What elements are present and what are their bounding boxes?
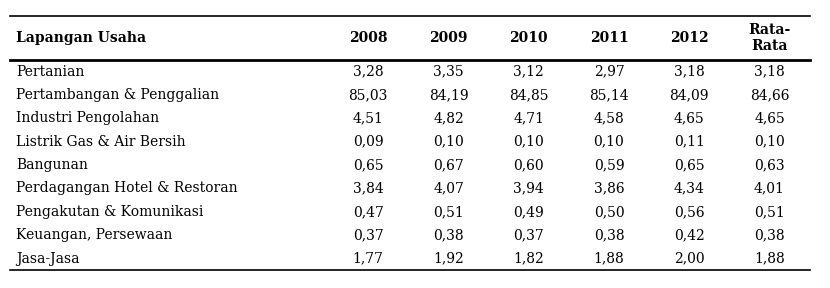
Text: Rata-
Rata: Rata- Rata	[749, 23, 791, 53]
Text: 0,10: 0,10	[754, 135, 785, 149]
Text: Pengakutan & Komunikasi: Pengakutan & Komunikasi	[17, 205, 203, 219]
Text: 0,65: 0,65	[674, 158, 705, 172]
Text: 3,84: 3,84	[353, 181, 383, 196]
Text: 3,35: 3,35	[433, 65, 464, 79]
Text: 3,86: 3,86	[593, 181, 624, 196]
Text: 1,77: 1,77	[353, 252, 383, 266]
Text: 4,07: 4,07	[433, 181, 464, 196]
Text: 0,42: 0,42	[674, 228, 705, 242]
Text: 2,00: 2,00	[674, 252, 705, 266]
Text: 1,88: 1,88	[593, 252, 624, 266]
Text: 0,49: 0,49	[514, 205, 544, 219]
Text: 1,92: 1,92	[433, 252, 464, 266]
Text: 4,65: 4,65	[754, 111, 785, 125]
Text: 0,67: 0,67	[433, 158, 464, 172]
Text: Pertanian: Pertanian	[17, 65, 85, 79]
Text: 0,11: 0,11	[674, 135, 705, 149]
Text: 0,38: 0,38	[433, 228, 464, 242]
Text: 0,51: 0,51	[433, 205, 464, 219]
Text: 0,37: 0,37	[514, 228, 544, 242]
Text: 3,12: 3,12	[514, 65, 544, 79]
Text: 3,18: 3,18	[674, 65, 705, 79]
Text: 2008: 2008	[349, 31, 388, 45]
Text: 0,51: 0,51	[754, 205, 785, 219]
Text: 0,60: 0,60	[514, 158, 544, 172]
Text: Listrik Gas & Air Bersih: Listrik Gas & Air Bersih	[17, 135, 186, 149]
Text: 0,38: 0,38	[754, 228, 785, 242]
Text: 0,56: 0,56	[674, 205, 705, 219]
Text: 84,19: 84,19	[428, 88, 468, 102]
Text: 4,82: 4,82	[433, 111, 464, 125]
Text: 2,97: 2,97	[593, 65, 624, 79]
Text: 4,71: 4,71	[513, 111, 544, 125]
Text: Industri Pengolahan: Industri Pengolahan	[17, 111, 159, 125]
Text: 0,10: 0,10	[433, 135, 464, 149]
Text: 0,09: 0,09	[353, 135, 383, 149]
Text: 0,37: 0,37	[353, 228, 383, 242]
Text: 0,50: 0,50	[593, 205, 624, 219]
Text: 3,18: 3,18	[754, 65, 785, 79]
Text: Jasa-Jasa: Jasa-Jasa	[17, 252, 80, 266]
Text: 84,09: 84,09	[670, 88, 709, 102]
Text: 4,65: 4,65	[674, 111, 705, 125]
Text: Bangunan: Bangunan	[17, 158, 88, 172]
Text: 4,58: 4,58	[593, 111, 624, 125]
Text: 0,47: 0,47	[353, 205, 383, 219]
Text: 2011: 2011	[589, 31, 628, 45]
Text: Perdagangan Hotel & Restoran: Perdagangan Hotel & Restoran	[17, 181, 238, 196]
Text: 2012: 2012	[670, 31, 709, 45]
Text: 85,03: 85,03	[349, 88, 388, 102]
Text: 1,82: 1,82	[514, 252, 544, 266]
Text: 2010: 2010	[510, 31, 548, 45]
Text: 0,38: 0,38	[593, 228, 624, 242]
Text: 4,01: 4,01	[754, 181, 785, 196]
Text: Lapangan Usaha: Lapangan Usaha	[17, 31, 146, 45]
Text: 0,65: 0,65	[353, 158, 383, 172]
Text: Pertambangan & Penggalian: Pertambangan & Penggalian	[17, 88, 219, 102]
Text: 0,63: 0,63	[754, 158, 785, 172]
Text: 4,51: 4,51	[353, 111, 383, 125]
Text: 2009: 2009	[429, 31, 468, 45]
Text: 3,28: 3,28	[353, 65, 383, 79]
Text: 84,85: 84,85	[509, 88, 549, 102]
Text: 0,10: 0,10	[514, 135, 544, 149]
Text: 0,10: 0,10	[593, 135, 624, 149]
Text: 0,59: 0,59	[593, 158, 624, 172]
Text: 4,34: 4,34	[674, 181, 705, 196]
Text: Keuangan, Persewaan: Keuangan, Persewaan	[17, 228, 173, 242]
Text: 3,94: 3,94	[514, 181, 544, 196]
Text: 85,14: 85,14	[589, 88, 629, 102]
Text: 84,66: 84,66	[749, 88, 789, 102]
Text: 1,88: 1,88	[754, 252, 785, 266]
